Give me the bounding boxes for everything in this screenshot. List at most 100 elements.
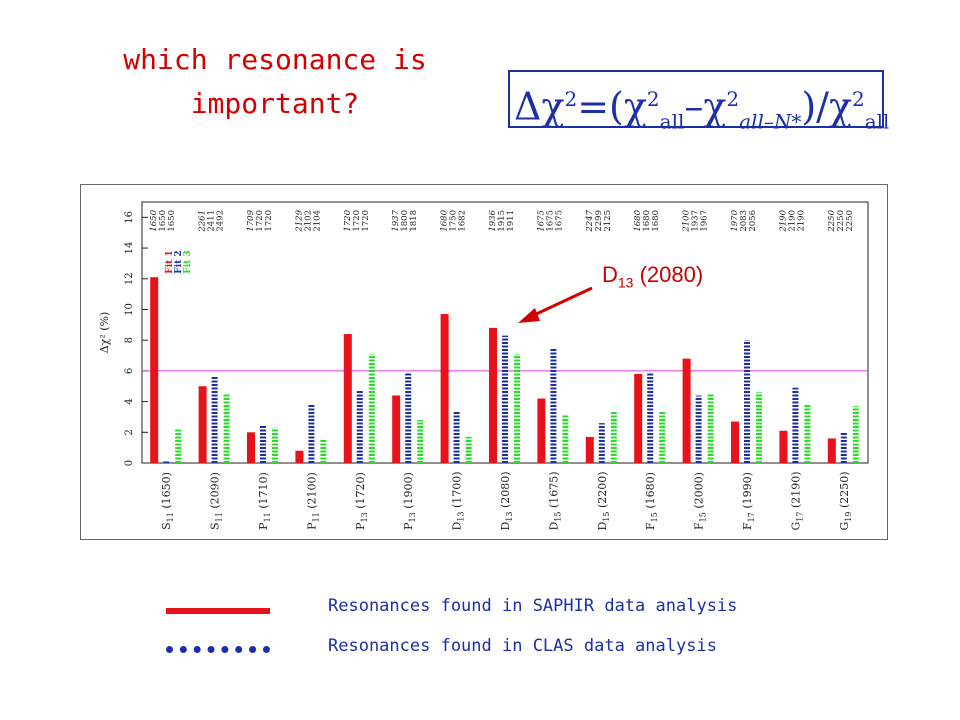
formula-eq-open: =(χ <box>577 84 647 129</box>
top-mass-label: 2190 <box>796 210 806 232</box>
chart-figure: 0 2 4 6 8 10 12 14 16 Δχ² (%) S11 (1650) S11 (2090)… <box>80 184 888 540</box>
chart-frame <box>80 184 888 540</box>
formula-sup-2: 2 <box>646 87 660 111</box>
d13-annotation-label: D13 (2080) <box>602 262 703 290</box>
top-mass-label: 1936 <box>488 209 498 231</box>
top-mass-label: 1720 <box>255 210 265 232</box>
bar-fit1 <box>731 421 739 463</box>
title-line-1: which resonance is <box>123 43 427 76</box>
delta-chi2-bar-chart: 0 2 4 6 8 10 12 14 16 Δχ² (%) S11 (1650) S11 (2090)… <box>80 184 888 540</box>
top-mass-label: 2250 <box>827 209 837 232</box>
formula-delta-chi: Δχ <box>514 84 565 129</box>
top-mass-label: 2056 <box>748 210 758 232</box>
x-tick-label: S11 (2090) <box>209 472 224 530</box>
top-mass-label: 2190 <box>778 209 788 232</box>
title-line-2: important? <box>190 87 360 120</box>
bar-fit1 <box>392 395 401 463</box>
top-mass-label: 1967 <box>700 210 710 232</box>
top-mass-label: 2104 <box>312 210 322 232</box>
bar-fit1 <box>634 373 643 463</box>
top-mass-label: 1911 <box>506 210 516 232</box>
legend-solid-line <box>166 608 270 614</box>
top-mass-label: 2125 <box>603 210 613 232</box>
top-mass-label: 1680 <box>633 209 643 231</box>
legend-entry: Fit 1 <box>165 250 175 273</box>
formula-box <box>508 70 884 128</box>
formula-close-div: )/χ <box>801 84 852 129</box>
x-tick-label: P11 (1710) <box>257 472 272 530</box>
x-tick-label: D13 (2080) <box>499 471 514 530</box>
top-mass-label: 1675 <box>554 210 564 232</box>
y-axis-label: Δχ² (%) <box>98 312 111 354</box>
x-tick-label: F17 (1990) <box>741 472 756 530</box>
top-mass-label: 1970 <box>730 209 740 231</box>
top-mass-label: 1750 <box>449 210 459 232</box>
bar-fit1 <box>247 432 255 463</box>
formula: Δχ2=(χ2all–χ2all–N*)/χ2all <box>514 72 889 148</box>
slide-title: which resonance is important? <box>60 38 490 126</box>
bar-fit1 <box>198 386 207 463</box>
top-mass-label: 1720 <box>352 210 362 232</box>
top-mass-label: 1720 <box>343 209 353 231</box>
legend-entry: Fit 2 <box>174 250 184 273</box>
x-tick-label: D15 (2200) <box>596 471 611 530</box>
y-tick-label: 6 <box>124 368 135 374</box>
x-tick-label: F15 (2000) <box>693 472 708 530</box>
x-tick-label: S11 (1650) <box>160 472 175 530</box>
top-mass-label: 1650 <box>167 210 177 232</box>
legend-dotted-label: Resonances found in CLAS data analysis <box>328 636 717 656</box>
legend-solid-label: Resonances found in SAPHIR data analysis <box>328 596 738 616</box>
y-tick-label: 4 <box>124 398 135 404</box>
bar-fit1 <box>343 334 352 463</box>
bar-fit1 <box>827 438 836 463</box>
top-mass-label: 1675 <box>545 210 555 232</box>
x-tick-label: P11 (2100) <box>305 472 320 530</box>
formula-sub-all-2: all <box>864 109 890 134</box>
top-mass-label: 2129 <box>294 209 304 232</box>
top-mass-label: 1937 <box>691 210 701 232</box>
d13-annotation-mass: (2080) <box>633 262 704 287</box>
y-tick-label: 10 <box>124 303 135 316</box>
x-tick-label: G17 (2190) <box>789 471 804 530</box>
top-mass-label: 1915 <box>497 210 507 232</box>
top-mass-label: 1650 <box>158 210 168 232</box>
top-mass-label: 1680 <box>651 210 661 232</box>
bar-fit1 <box>537 398 546 463</box>
d13-annotation-sub: 13 <box>617 274 634 291</box>
top-mass-label: 2247 <box>585 209 595 232</box>
x-tick-label: D13 (1700) <box>451 471 466 530</box>
top-mass-label: 1709 <box>246 209 256 231</box>
top-mass-label: 1675 <box>536 210 546 232</box>
x-tick-label: P13 (1720) <box>354 472 369 530</box>
x-tick-label: D15 (1675) <box>547 471 562 530</box>
top-mass-label: 1682 <box>458 210 468 232</box>
top-mass-label: 1937 <box>391 209 401 231</box>
formula-sup-4: 2 <box>852 87 865 111</box>
x-tick-label: G19 (2250) <box>838 471 853 530</box>
legend-dotted-line <box>166 646 270 653</box>
top-mass-label: 2190 <box>787 210 797 232</box>
x-tick-label: P13 (1900) <box>402 472 417 530</box>
bar-fit1 <box>489 327 497 463</box>
y-tick-label: 14 <box>124 242 135 255</box>
top-mass-label: 2102 <box>303 210 313 232</box>
bar-fit1 <box>779 430 788 463</box>
top-mass-label: 1720 <box>361 210 371 232</box>
top-mass-label: 1650 <box>149 209 159 231</box>
formula-sub-all: all <box>659 109 685 134</box>
formula-sup: 2 <box>564 87 578 111</box>
top-mass-label: 2250 <box>836 210 846 232</box>
formula-sub-all-minus: all–N* <box>739 109 802 134</box>
y-tick-label: 16 <box>124 211 135 224</box>
d13-annotation-letter: D <box>602 262 618 287</box>
bar-fit1 <box>682 358 691 463</box>
top-mass-label: 2492 <box>216 210 226 232</box>
y-tick-label: 2 <box>124 429 135 435</box>
top-mass-label: 1720 <box>264 210 274 232</box>
legend-entry: Fit 3 <box>183 250 193 273</box>
top-mass-label: 2299 <box>594 210 604 232</box>
y-tick-label: 8 <box>124 337 135 343</box>
top-mass-label: 2250 <box>845 210 855 232</box>
top-mass-label: 1818 <box>409 210 419 232</box>
top-mass-label: 2411 <box>207 210 217 232</box>
